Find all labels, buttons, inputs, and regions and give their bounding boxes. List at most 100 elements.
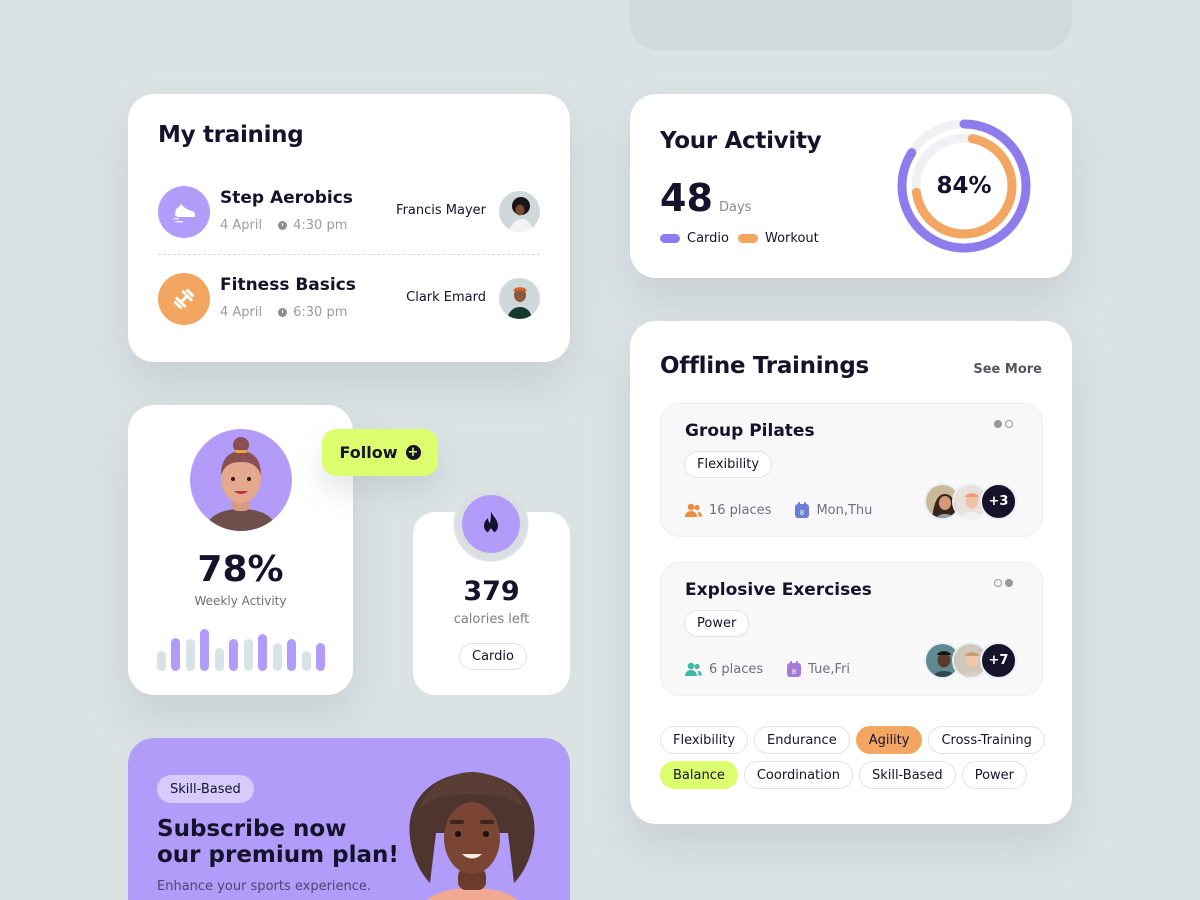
training-name: Step Aerobics — [220, 188, 353, 208]
follow-button[interactable]: Follow + — [322, 429, 438, 476]
weekly-bar — [157, 651, 166, 671]
training-date: 4 April — [220, 305, 263, 320]
participants-stack[interactable]: +7 — [924, 642, 1017, 679]
calories-tag[interactable]: Cardio — [459, 643, 527, 670]
training-name: Fitness Basics — [220, 275, 356, 295]
training-card-meta: 16 places 8 Mon,Thu — [685, 502, 896, 518]
trainer-avatar[interactable] — [499, 278, 540, 319]
dot-active[interactable] — [1005, 579, 1013, 587]
legend-cardio: Cardio — [660, 231, 729, 246]
training-days: Mon,Thu — [816, 502, 873, 518]
my-training-card: My training Step Aerobics 4 April 4:30 p… — [128, 94, 570, 362]
weekly-bar — [287, 639, 297, 671]
weekly-bar — [258, 634, 268, 671]
activity-legend: Cardio Workout — [660, 231, 828, 246]
tag-balance[interactable]: Balance — [660, 761, 738, 789]
legend-workout: Workout — [737, 231, 819, 246]
see-more-link[interactable]: See More — [973, 362, 1042, 377]
your-activity-card: Your Activity 48 Days Cardio Workout 84% — [630, 94, 1072, 278]
places-info: 16 places — [685, 503, 771, 518]
training-card-explosive-exercises[interactable]: Explosive Exercises Power 6 places 8 Tue… — [660, 562, 1043, 696]
clock-icon — [278, 308, 288, 317]
activity-ring-chart: 84% — [896, 118, 1032, 254]
calories-label: calories left — [453, 612, 530, 627]
places-count: 6 places — [709, 661, 764, 677]
trainer-name: Clark Emard — [406, 290, 486, 305]
places-count: 16 places — [709, 502, 772, 518]
flame-badge — [456, 489, 526, 559]
promo-tag: Skill-Based — [157, 775, 254, 803]
dot-active[interactable] — [994, 420, 1002, 428]
tag-skill-based[interactable]: Skill-Based — [858, 761, 956, 789]
tag-coordination[interactable]: Coordination — [743, 761, 853, 789]
sneaker-icon — [158, 186, 210, 238]
weekly-percent: 78% — [197, 549, 284, 590]
weekly-bar — [171, 638, 181, 671]
cardio-swatch — [660, 234, 680, 243]
trainer-avatar[interactable] — [499, 191, 540, 232]
training-time: 6:30 pm — [293, 305, 348, 320]
tag-cross-training[interactable]: Cross-Training — [928, 726, 1045, 754]
flame-icon — [462, 495, 520, 553]
promo-headline: Subscribe now our premium plan! — [157, 816, 399, 868]
training-card-meta: 6 places 8 Tue,Fri — [685, 661, 874, 677]
tag-agility[interactable]: Agility — [855, 726, 923, 754]
user-avatar[interactable] — [190, 429, 292, 531]
promo-headline-line1: Subscribe now — [157, 816, 347, 842]
training-item[interactable]: Fitness Basics 4 April 6:30 pm Clark Ema… — [158, 273, 540, 327]
weekly-bar — [243, 639, 253, 671]
training-time: 4:30 pm — [293, 218, 348, 233]
training-card-group-pilates[interactable]: Group Pilates Flexibility 16 places 8 Mo… — [660, 403, 1043, 537]
tag-flexibility[interactable]: Flexibility — [660, 726, 749, 754]
days-info: 8 Tue,Fri — [787, 661, 850, 677]
calendar-icon: 8 — [787, 661, 802, 677]
calendar-icon: 8 — [795, 502, 810, 518]
places-info: 6 places — [685, 662, 763, 677]
training-card-title: Explosive Exercises — [685, 580, 872, 600]
legend-label: Workout — [764, 231, 819, 246]
weekly-label: Weekly Activity — [194, 594, 287, 608]
weekly-activity-card: 78% Weekly Activity — [128, 405, 353, 695]
dumbbell-icon — [158, 273, 210, 325]
activity-percent: 84% — [936, 173, 992, 199]
training-schedule: 4 April 4:30 pm — [220, 218, 347, 233]
training-card-title: Group Pilates — [685, 421, 815, 441]
offline-title: Offline Trainings — [660, 353, 869, 379]
weekly-bar — [185, 639, 195, 671]
carousel-dots — [994, 420, 1013, 428]
trainer-name: Francis Mayer — [396, 203, 486, 218]
category-tags: Flexibility Endurance Agility Cross-Trai… — [660, 726, 1050, 789]
training-card-tag[interactable]: Flexibility — [684, 451, 773, 478]
premium-promo-card[interactable]: Skill-Based Subscribe now our premium pl… — [128, 738, 570, 900]
dot-inactive[interactable] — [994, 579, 1002, 587]
people-icon — [685, 503, 702, 518]
tag-endurance[interactable]: Endurance — [754, 726, 850, 754]
calories-value: 379 — [463, 576, 520, 607]
participants-stack[interactable]: +3 — [924, 483, 1017, 520]
participant-avatar — [924, 642, 961, 679]
training-days: Tue,Fri — [808, 661, 850, 677]
clock-icon — [278, 221, 288, 230]
participant-avatar — [924, 483, 961, 520]
training-card-tag[interactable]: Power — [684, 610, 750, 637]
training-date: 4 April — [220, 218, 263, 233]
svg-text:8: 8 — [792, 668, 796, 676]
weekly-bar — [214, 648, 224, 671]
participants-more-count: +3 — [980, 483, 1017, 520]
weekly-bar — [301, 651, 311, 671]
svg-text:8: 8 — [800, 509, 804, 517]
weekly-bar-chart — [157, 625, 325, 671]
weekly-bar — [272, 643, 282, 671]
divider — [158, 254, 540, 255]
placeholder-card — [630, 0, 1072, 50]
promo-headline-line2: our premium plan! — [157, 842, 399, 868]
dot-inactive[interactable] — [1005, 420, 1013, 428]
plus-circle-icon: + — [405, 445, 421, 460]
character-illustration — [400, 768, 545, 900]
days-info: 8 Mon,Thu — [795, 502, 872, 518]
weekly-bar — [315, 643, 325, 671]
legend-label: Cardio — [687, 231, 729, 246]
training-item[interactable]: Step Aerobics 4 April 4:30 pm Francis Ma… — [158, 186, 540, 240]
tag-power[interactable]: Power — [961, 761, 1028, 789]
offline-trainings-card: Offline Trainings See More Group Pilates… — [630, 321, 1072, 824]
